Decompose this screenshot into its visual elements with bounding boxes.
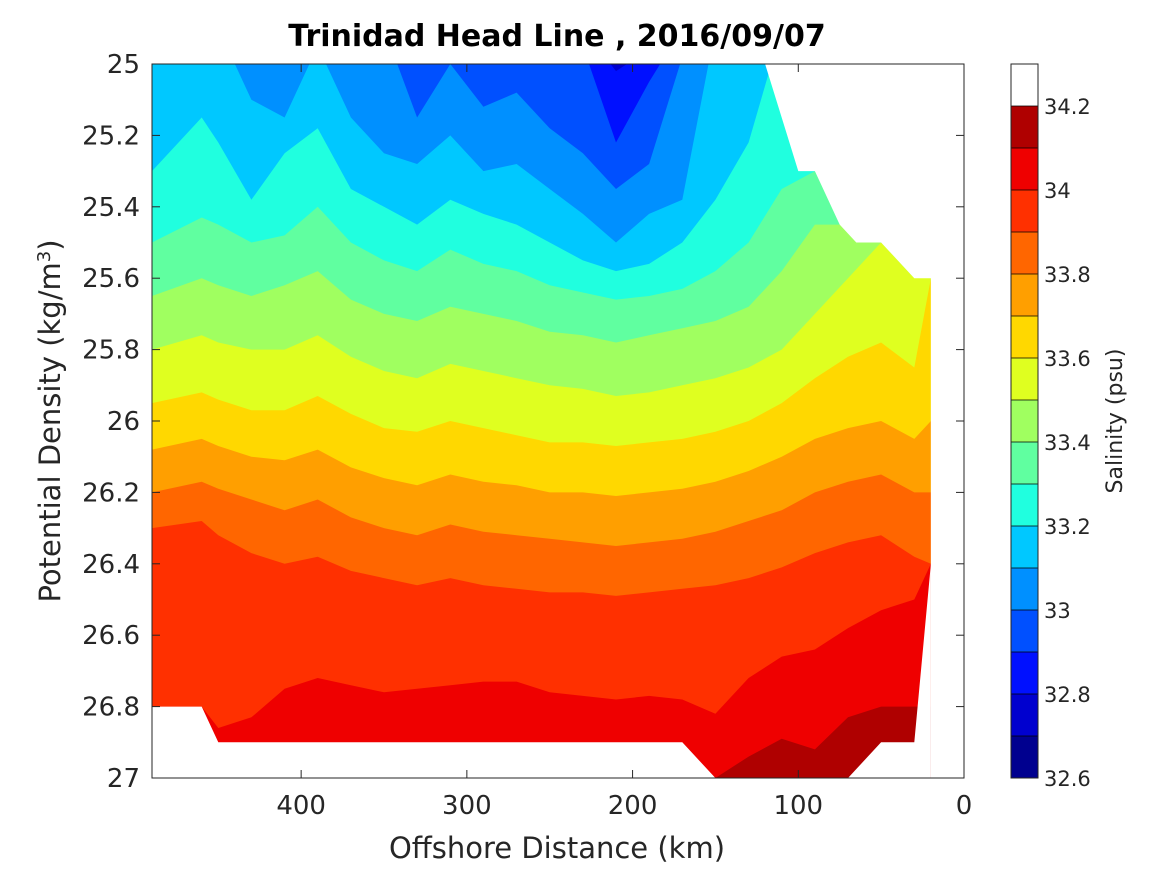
colorbar-swatch <box>1011 232 1038 274</box>
y-tick-label: 25.8 <box>82 336 140 366</box>
colorbar-swatch <box>1011 694 1038 736</box>
colorbar-swatch <box>1011 358 1038 400</box>
colorbar-tick-label: 32.6 <box>1044 767 1091 791</box>
colorbar-tick-label: 33.2 <box>1044 515 1091 539</box>
y-axis-label-superscript: 3 <box>34 251 55 262</box>
colorbar-ticks: 32.6 32.8 33 33.2 33.4 33.6 33.8 34 34.2 <box>1044 95 1091 791</box>
y-axis-label: Potential Density (kg/m3) <box>33 239 67 602</box>
colorbar-swatch <box>1011 736 1038 778</box>
colorbar-tick-label: 33.8 <box>1044 263 1091 287</box>
contour-bands <box>152 64 931 778</box>
plot-area <box>152 64 964 778</box>
colorbar-swatch <box>1011 106 1038 148</box>
y-tick-label: 26 <box>107 407 140 437</box>
no-data-mask <box>152 64 964 778</box>
colorbar-tick-label: 34 <box>1044 179 1071 203</box>
colorbar-tick-label: 32.8 <box>1044 683 1091 707</box>
chart-title: Trinidad Head Line , 2016/09/07 <box>288 19 825 54</box>
shelf-mask <box>765 64 964 279</box>
y-tick-label: 26.8 <box>82 693 140 723</box>
contour-band-34 <box>152 563 931 778</box>
y-tick-label: 26.6 <box>82 621 140 651</box>
colorbar-label: Salinity (psu) <box>1103 349 1128 494</box>
y-tick-label: 26.2 <box>82 478 140 508</box>
y-tick-label: 25.4 <box>82 193 140 223</box>
x-axis: 400 300 200 100 0 <box>276 64 972 821</box>
bottom-mask <box>152 563 931 778</box>
colorbar <box>1011 63 1038 779</box>
colorbar-swatch <box>1011 652 1038 694</box>
x-axis-label: Offshore Distance (km) <box>389 831 725 865</box>
colorbar-swatch <box>1011 190 1038 232</box>
y-tick-label: 26.4 <box>82 550 140 580</box>
colorbar-tick-label: 33.6 <box>1044 347 1091 371</box>
colorbar-swatch <box>1011 400 1038 442</box>
colorbar-swatch <box>1011 568 1038 610</box>
y-tick-label: 25 <box>107 50 140 80</box>
x-tick-label: 400 <box>276 791 326 821</box>
y-tick-label: 25.6 <box>82 264 140 294</box>
x-tick-label: 200 <box>608 791 658 821</box>
colorbar-swatch <box>1011 526 1038 568</box>
colorbar-frame <box>1010 63 1039 779</box>
colorbar-tick-label: 34.2 <box>1044 95 1091 119</box>
colorbar-swatch <box>1011 316 1038 358</box>
y-axis: 25 25.2 25.4 25.6 25.8 26 26.2 26.4 26.6 26.8 27 <box>82 50 964 794</box>
colorbar-swatch <box>1011 484 1038 526</box>
x-tick-label: 100 <box>773 791 823 821</box>
y-tick-label: 25.2 <box>82 121 140 151</box>
colorbar-swatch <box>1011 148 1038 190</box>
y-tick-label: 27 <box>107 764 140 794</box>
colorbar-swatch <box>1011 274 1038 316</box>
colorbar-swatch <box>1011 442 1038 484</box>
x-tick-label: 0 <box>956 791 973 821</box>
colorbar-tick-label: 33.4 <box>1044 431 1091 455</box>
x-tick-label: 300 <box>442 791 492 821</box>
colorbar-swatch <box>1011 610 1038 652</box>
colorbar-tick-label: 33 <box>1044 599 1071 623</box>
